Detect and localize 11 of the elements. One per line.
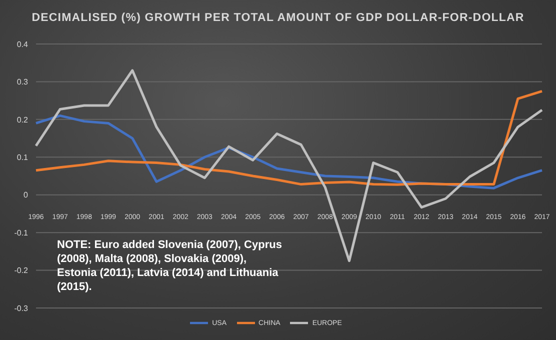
y-tick-label: 0.4 bbox=[16, 40, 29, 49]
y-tick-label: 0.2 bbox=[16, 115, 29, 124]
annotation: NOTE: Euro added Slovenia (2007), Cyprus (2008), Malta (2008), Slovakia (2009), Estonia (2011), Latvia (2014) and Lithuania (2015). bbox=[57, 238, 282, 294]
y-tick-label: -0.1 bbox=[14, 228, 29, 238]
chart-title: DECIMALISED (%) GROWTH PER TOTAL AMOUNT OF GDP DOLLAR-FOR-DOLLAR bbox=[30, 11, 526, 26]
y-tick-label: -0.2 bbox=[14, 266, 29, 276]
y-tick-label: 0.3 bbox=[16, 78, 29, 87]
y-tick-label: -0.3 bbox=[14, 304, 29, 313]
y-tick-label: 0 bbox=[24, 190, 29, 200]
y-tick-label: 0.1 bbox=[16, 152, 29, 162]
line-series bbox=[34, 90, 544, 186]
